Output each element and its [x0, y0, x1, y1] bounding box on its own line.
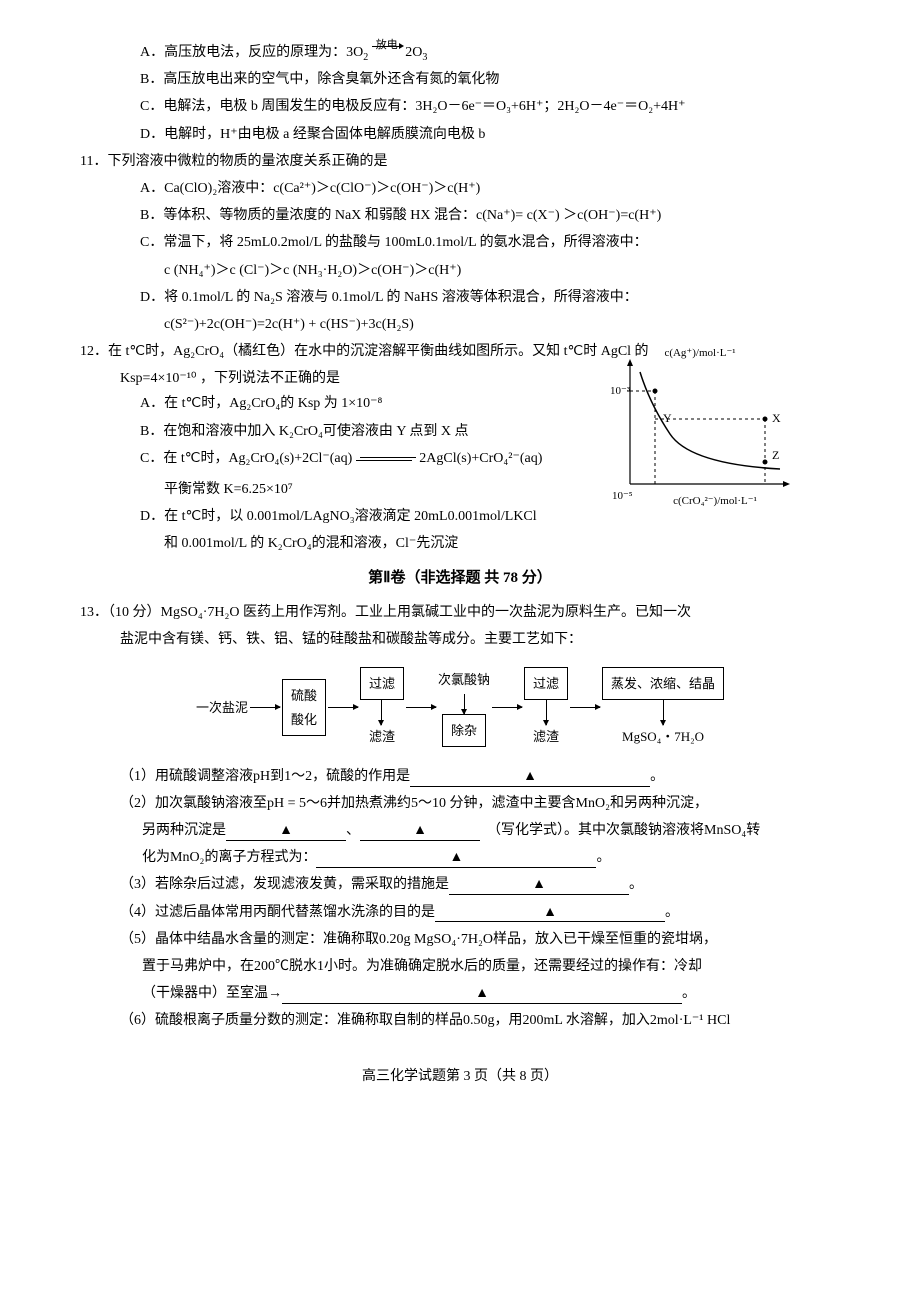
solubility-chart: c(Ag⁺)/mol·L⁻¹ 10⁻³ 10⁻⁵ Y X Z: [600, 344, 800, 523]
q10-option-d: D．电解时，H⁺由电极 a 经聚合固体电解质膜流向电极 b: [140, 122, 860, 147]
arrow-icon: [328, 707, 358, 708]
chart-ylabel: c(Ag⁺)/mol·L⁻¹: [664, 347, 735, 359]
arrow-icon: [492, 707, 522, 708]
q10-option-b: B．高压放电出来的空气中，除含臭氧外还含有氮的氧化物: [140, 67, 860, 92]
q11-option-d: D．将 0.1mol/L 的 Na₂S 溶液与 0.1mol/L 的 NaHS …: [140, 285, 860, 310]
q13-stem-2: 盐泥中含有镁、钙、铁、铝、锰的硅酸盐和碳酸盐等成分。主要工艺如下：: [120, 627, 860, 652]
chart-point-x: X: [772, 411, 781, 425]
arrow-down-icon: [381, 700, 382, 725]
section-2-title: 第Ⅱ卷（非选择题 共 78 分）: [60, 565, 860, 592]
chart-point-z: Z: [772, 448, 779, 462]
q13-sub-6: （6）硫酸根离子质量分数的测定：准确称取自制的样品0.50g，用200mL 水溶…: [120, 1008, 860, 1033]
arrow-down-icon: [546, 700, 547, 725]
flow-box-crystallize: 蒸发、浓缩、结晶: [602, 667, 724, 700]
flow-box-filter-1: 过滤: [360, 667, 404, 700]
flow-product: MgSO₄・7H₂O: [622, 725, 704, 748]
q13-sub-3: （3）若除杂后过滤，发现滤液发黄，需采取的措施是▲。: [120, 872, 860, 897]
q10-option-c: C．电解法，电极 b 周围发生的电极反应有：3H₂O－6e⁻＝O₃+6H⁺；2H…: [140, 94, 860, 119]
arrow-down-icon: [464, 694, 465, 714]
text: C．在 t℃时，Ag₂CrO₄(s)+2Cl⁻(aq): [140, 451, 356, 466]
arrow-icon: [406, 707, 436, 708]
flow-box-purify: 除杂: [442, 714, 486, 747]
equilibrium-arrow: [356, 452, 416, 466]
chart-point-y: Y: [663, 411, 672, 425]
q13-sub-2b: 另两种沉淀是▲、▲ （写化学式）。其中次氯酸钠溶液将MnSO₄转: [142, 818, 860, 843]
flow-residue-2: 滤渣: [533, 725, 559, 748]
answer-blank[interactable]: ▲: [282, 986, 682, 1004]
q11-option-b: B．等体积、等物质的量浓度的 NaX 和弱酸 HX 混合：c(Na⁺)= c(X…: [140, 203, 860, 228]
process-flowchart: 一次盐泥 硫酸 酸化 过滤 滤渣 次氯酸钠 除杂 过滤 滤渣 蒸发、浓缩、结晶 …: [60, 667, 860, 749]
q11-stem: 11．下列溶液中微粒的物质的量浓度关系正确的是: [80, 149, 860, 174]
text: 2O: [405, 45, 422, 60]
chart-xtick: 10⁻⁵: [612, 490, 633, 502]
q11-option-a: A．Ca(ClO)₂溶液中：c(Ca²⁺)＞c(ClO⁻)＞c(OH⁻)＞c(H…: [140, 176, 860, 201]
arrow-icon: [570, 707, 600, 708]
flow-box-acidify: 硫酸 酸化: [282, 679, 326, 736]
q13-sub-5c: （干燥器中）至室温→▲。: [142, 981, 860, 1006]
q11-option-d-cont: c(S²⁻)+2c(OH⁻)=2c(H⁺) + c(HS⁻)+3c(H₂S): [164, 312, 860, 337]
q13-sub-5a: （5）晶体中结晶水含量的测定：准确称取0.20g MgSO₄·7H₂O样品，放入…: [120, 927, 860, 952]
flow-box-filter-2: 过滤: [524, 667, 568, 700]
text: 2AgCl(s)+CrO₄²⁻(aq): [416, 451, 543, 466]
q13-stem-1: 13．（10 分）MgSO₄·7H₂O 医药上用作泻剂。工业上用氯碱工业中的一次…: [80, 600, 860, 625]
answer-blank[interactable]: ▲: [316, 850, 596, 868]
q12-option-d-cont: 和 0.001mol/L 的 K₂CrO₄的混和溶液，Cl⁻先沉淀: [164, 531, 860, 556]
q13-sub-1: （1）用硫酸调整溶液pH到1～2，硫酸的作用是▲。: [120, 764, 860, 789]
reaction-arrow: 放电: [372, 40, 402, 65]
q11-option-c-cont: c (NH₄⁺)＞c (Cl⁻)＞c (NH₃·H₂O)＞c(OH⁻)＞c(H⁺…: [164, 258, 860, 283]
answer-blank[interactable]: ▲: [410, 769, 650, 787]
arrow-icon: [250, 707, 280, 708]
q13-sub-2c: 化为MnO₂的离子方程式为：▲。: [142, 845, 860, 870]
q13-sub-4: （4）过滤后晶体常用丙酮代替蒸馏水洗涤的目的是▲。: [120, 900, 860, 925]
page-footer: 高三化学试题第 3 页（共 8 页）: [60, 1064, 860, 1089]
q13-sub-5b: 置于马弗炉中，在200℃脱水1小时。为准确确定脱水后的质量，还需要经过的操作有：…: [142, 954, 860, 979]
flow-residue-1: 滤渣: [369, 725, 395, 748]
answer-blank[interactable]: ▲: [226, 823, 346, 841]
answer-blank[interactable]: ▲: [449, 877, 629, 895]
answer-blank[interactable]: ▲: [435, 905, 665, 923]
flow-top-input: 次氯酸钠: [438, 668, 490, 691]
text: A．高压放电法，反应的原理为：3O: [140, 45, 363, 60]
answer-blank[interactable]: ▲: [360, 823, 480, 841]
q13-sub-2a: （2）加次氯酸钠溶液至pH = 5～6并加热煮沸约5～10 分钟，滤渣中主要含M…: [120, 791, 860, 816]
chart-xlabel: c(CrO₄²⁻)/mol·L⁻¹: [673, 495, 757, 507]
q11-option-c: C．常温下，将 25mL0.2mol/L 的盐酸与 100mL0.1mol/L …: [140, 230, 860, 255]
flow-input: 一次盐泥: [196, 696, 248, 719]
arrow-down-icon: [663, 700, 664, 725]
q10-option-a: A．高压放电法，反应的原理为：3O2 放电 2O3: [140, 40, 860, 65]
